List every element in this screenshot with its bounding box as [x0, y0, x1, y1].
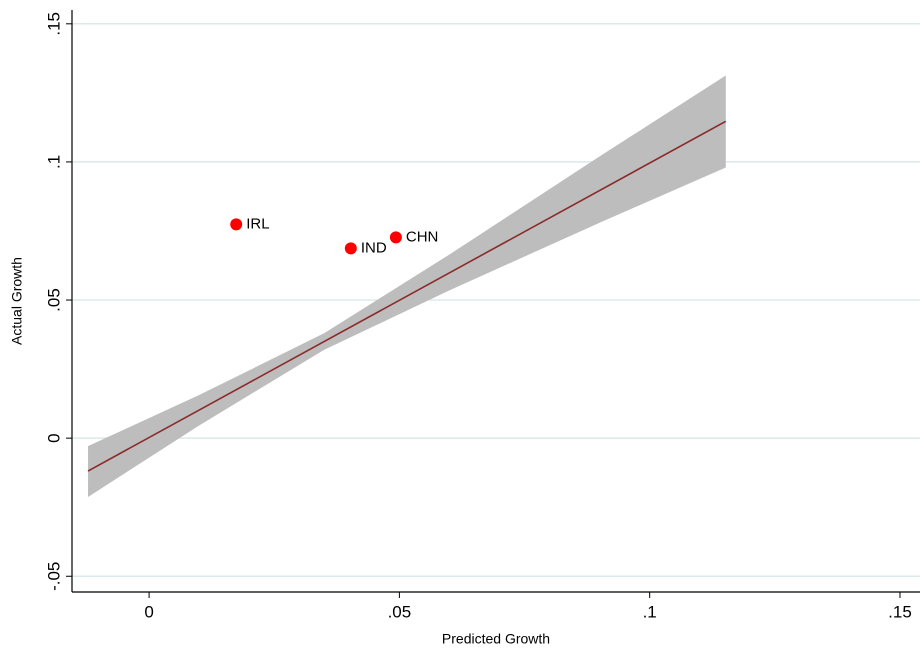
y-tick-label: .1 — [44, 155, 63, 169]
point — [344, 242, 357, 255]
point — [389, 231, 402, 244]
fit-line — [87, 120, 727, 472]
point — [230, 218, 243, 231]
x-tick-label: 0 — [144, 602, 153, 621]
y-axis-title: Actual Growth — [9, 257, 25, 345]
y-tick-label: .05 — [44, 288, 63, 312]
x-axis-title: Predicted Growth — [442, 631, 550, 647]
y-tick-label: -.05 — [44, 562, 63, 591]
y-tick-label: .15 — [44, 12, 63, 36]
point-label: IND — [361, 239, 387, 256]
x-tick-label: .15 — [888, 602, 912, 621]
point-label: IRL — [246, 215, 269, 232]
x-tick-label: .05 — [388, 602, 412, 621]
y-tick-label: 0 — [44, 433, 63, 442]
confidence-band — [88, 75, 726, 497]
point-label: CHN — [406, 228, 439, 245]
x-tick-label: .1 — [643, 602, 657, 621]
